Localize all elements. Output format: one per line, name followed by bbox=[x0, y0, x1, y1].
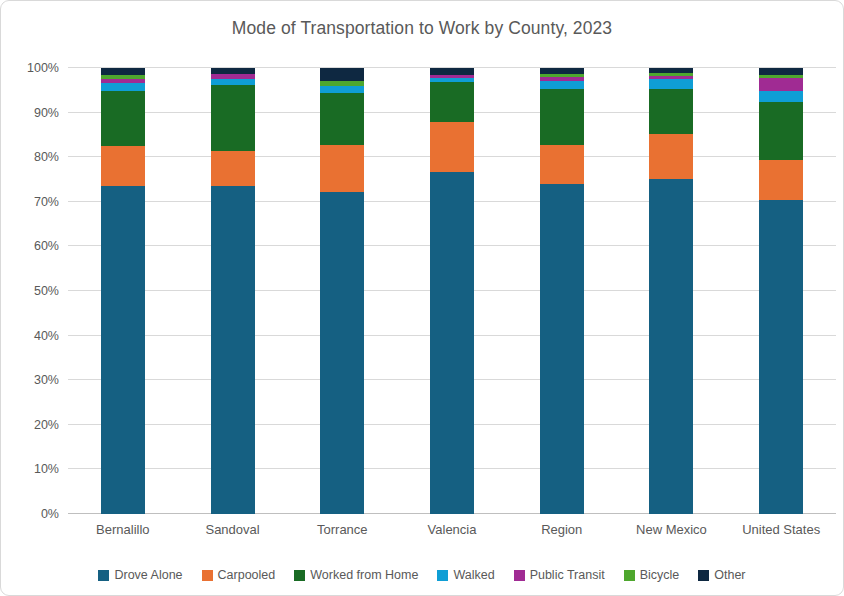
bar-slot-torrance bbox=[287, 68, 397, 514]
legend-item-public-transit[interactable]: Public Transit bbox=[514, 568, 605, 582]
legend-swatch bbox=[514, 570, 525, 581]
legend-swatch bbox=[98, 570, 109, 581]
legend-swatch bbox=[698, 570, 709, 581]
legend-item-walked[interactable]: Walked bbox=[437, 568, 494, 582]
legend-item-bicycle[interactable]: Bicycle bbox=[624, 568, 680, 582]
legend-swatch bbox=[624, 570, 635, 581]
bar-segment-drove-alone[interactable] bbox=[211, 186, 255, 514]
bar-segment-other[interactable] bbox=[430, 68, 474, 75]
chart-title: Mode of Transportation to Work by County… bbox=[1, 18, 843, 39]
legend-item-worked-from-home[interactable]: Worked from Home bbox=[294, 568, 418, 582]
bar-segment-carpooled[interactable] bbox=[649, 134, 693, 178]
stacked-bar[interactable] bbox=[211, 68, 255, 514]
stacked-bar[interactable] bbox=[759, 68, 803, 514]
bar-segment-other[interactable] bbox=[759, 68, 803, 75]
y-tick-label: 90% bbox=[34, 106, 59, 120]
bar-segment-carpooled[interactable] bbox=[320, 145, 364, 192]
bar-segment-worked-from-home[interactable] bbox=[649, 89, 693, 135]
y-tick-label: 30% bbox=[34, 373, 59, 387]
plot-area bbox=[68, 68, 836, 514]
y-axis-labels: 0%10%20%30%40%50%60%70%80%90%100% bbox=[1, 68, 59, 514]
bar-segment-worked-from-home[interactable] bbox=[430, 82, 474, 122]
bar-slot-valencia bbox=[397, 68, 507, 514]
bar-segment-drove-alone[interactable] bbox=[101, 186, 145, 514]
bar-segment-carpooled[interactable] bbox=[211, 151, 255, 186]
y-tick-label: 10% bbox=[34, 462, 59, 476]
legend-label: Worked from Home bbox=[310, 568, 418, 582]
legend-item-drove-alone[interactable]: Drove Alone bbox=[98, 568, 182, 582]
bar-segment-walked[interactable] bbox=[540, 81, 584, 89]
x-axis-labels: BernalilloSandovalTorranceValenciaRegion… bbox=[68, 522, 836, 537]
x-category-label: Sandoval bbox=[178, 522, 288, 537]
bar-slot-united-states bbox=[726, 68, 836, 514]
bar-segment-worked-from-home[interactable] bbox=[101, 91, 145, 146]
bar-segment-worked-from-home[interactable] bbox=[320, 93, 364, 145]
y-tick-label: 80% bbox=[34, 150, 59, 164]
chart-frame: Mode of Transportation to Work by County… bbox=[0, 0, 844, 596]
bar-slot-bernalillo bbox=[68, 68, 178, 514]
bar-segment-carpooled[interactable] bbox=[759, 160, 803, 199]
y-tick-label: 50% bbox=[34, 284, 59, 298]
bar-segment-drove-alone[interactable] bbox=[540, 184, 584, 514]
bar-segment-carpooled[interactable] bbox=[101, 146, 145, 187]
bar-segment-drove-alone[interactable] bbox=[759, 200, 803, 514]
bar-segment-drove-alone[interactable] bbox=[649, 179, 693, 514]
bar-segment-worked-from-home[interactable] bbox=[211, 85, 255, 151]
bar-segment-walked[interactable] bbox=[320, 86, 364, 93]
y-tick-label: 100% bbox=[27, 61, 59, 75]
bar-slot-sandoval bbox=[178, 68, 288, 514]
bar-segment-walked[interactable] bbox=[759, 91, 803, 102]
bar-segment-carpooled[interactable] bbox=[430, 122, 474, 172]
bar-slot-new-mexico bbox=[617, 68, 727, 514]
legend-swatch bbox=[437, 570, 448, 581]
legend-label: Bicycle bbox=[640, 568, 680, 582]
bar-slot-region bbox=[507, 68, 617, 514]
legend-label: Other bbox=[714, 568, 745, 582]
bar-segment-worked-from-home[interactable] bbox=[540, 89, 584, 145]
x-category-label: Bernalillo bbox=[68, 522, 178, 537]
bar-segment-worked-from-home[interactable] bbox=[759, 102, 803, 160]
stacked-bar[interactable] bbox=[430, 68, 474, 514]
bar-segment-public-transit[interactable] bbox=[759, 78, 803, 91]
y-tick-label: 70% bbox=[34, 195, 59, 209]
bar-segment-other[interactable] bbox=[320, 68, 364, 81]
stacked-bar[interactable] bbox=[649, 68, 693, 514]
bars-container bbox=[68, 68, 836, 514]
x-category-label: Torrance bbox=[287, 522, 397, 537]
bar-segment-other[interactable] bbox=[101, 68, 145, 75]
x-category-label: Region bbox=[507, 522, 617, 537]
x-category-label: United States bbox=[726, 522, 836, 537]
bar-segment-drove-alone[interactable] bbox=[430, 172, 474, 514]
y-tick-label: 20% bbox=[34, 418, 59, 432]
y-tick-label: 60% bbox=[34, 239, 59, 253]
y-tick-label: 0% bbox=[41, 507, 59, 521]
legend-swatch bbox=[294, 570, 305, 581]
legend: Drove Alone Carpooled Worked from Home Walk… bbox=[1, 568, 843, 582]
legend-label: Public Transit bbox=[530, 568, 605, 582]
x-category-label: Valencia bbox=[397, 522, 507, 537]
bar-segment-walked[interactable] bbox=[649, 79, 693, 88]
bar-segment-walked[interactable] bbox=[101, 83, 145, 91]
stacked-bar[interactable] bbox=[320, 68, 364, 514]
legend-label: Carpooled bbox=[218, 568, 276, 582]
stacked-bar[interactable] bbox=[540, 68, 584, 514]
legend-label: Walked bbox=[453, 568, 494, 582]
bar-segment-drove-alone[interactable] bbox=[320, 192, 364, 514]
legend-swatch bbox=[202, 570, 213, 581]
bar-segment-carpooled[interactable] bbox=[540, 145, 584, 185]
legend-item-other[interactable]: Other bbox=[698, 568, 745, 582]
legend-item-carpooled[interactable]: Carpooled bbox=[202, 568, 276, 582]
x-category-label: New Mexico bbox=[617, 522, 727, 537]
stacked-bar[interactable] bbox=[101, 68, 145, 514]
legend-label: Drove Alone bbox=[114, 568, 182, 582]
y-tick-label: 40% bbox=[34, 329, 59, 343]
